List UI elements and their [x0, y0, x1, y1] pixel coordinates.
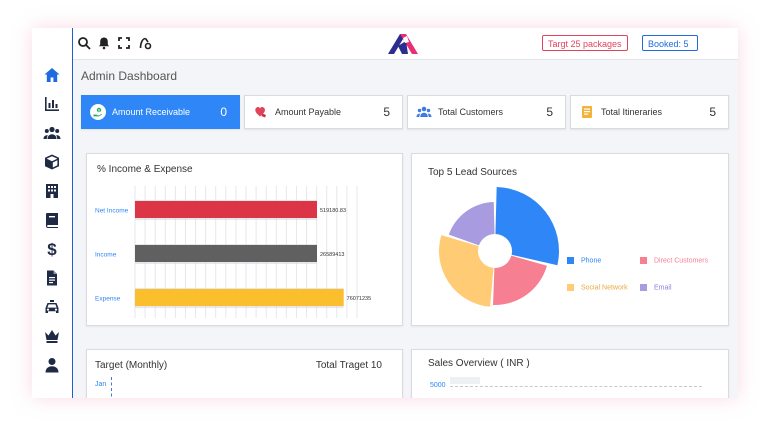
sidebar: $: [32, 28, 73, 398]
settings-icon[interactable]: [138, 36, 152, 50]
svg-text:$: $: [47, 240, 57, 258]
target-packages-badge[interactable]: Targt 25 packages: [542, 35, 628, 51]
value-label: 26589413: [320, 252, 344, 258]
user-icon[interactable]: [42, 355, 62, 375]
sales-gridline: [450, 386, 702, 387]
stat-label: Amount Receivable: [112, 107, 191, 117]
stat-total-itineraries[interactable]: Total Itineraries 5: [570, 95, 729, 129]
lead-sources-donut: [439, 187, 559, 307]
payable-icon: [253, 104, 269, 120]
income-expense-card: % Income & Expense Net Income 519180.83 In…: [86, 153, 403, 326]
page-title: Admin Dashboard: [81, 69, 178, 83]
svg-text:$: $: [98, 108, 100, 112]
top-bar: Targt 25 packages Booked: 5: [32, 28, 738, 60]
legend-social-network[interactable]: Social Network: [567, 284, 628, 291]
stat-label: Total Itineraries: [601, 107, 663, 117]
target-monthly-title: Target (Monthly): [95, 360, 168, 371]
home-icon[interactable]: [42, 65, 62, 85]
users-icon: [416, 104, 432, 120]
booked-badge[interactable]: Booked: 5: [642, 35, 698, 51]
taxi-icon[interactable]: [42, 297, 62, 317]
target-monthly-card: Target (Monthly) Total Traget 10 Jan: [86, 349, 403, 398]
income-expense-chart: Net Income 519180.83 Income 26589413 Expense…: [95, 186, 371, 318]
money-hand-icon: $: [90, 104, 106, 120]
users-icon[interactable]: [42, 123, 62, 143]
fullscreen-icon[interactable]: [117, 36, 131, 50]
legend-email[interactable]: Email: [640, 284, 672, 291]
donut-slice[interactable]: [448, 202, 495, 246]
category-label: Net Income: [95, 208, 129, 215]
bar[interactable]: [135, 289, 344, 306]
target-total: Total Traget 10: [315, 360, 382, 371]
sales-overview-title: Sales Overview ( INR ): [428, 358, 530, 369]
book-icon[interactable]: [42, 210, 62, 230]
sales-y-tick: 5000: [430, 382, 446, 389]
legend-phone[interactable]: Phone: [567, 257, 601, 264]
stat-total-customers[interactable]: Total Customers 5: [407, 95, 566, 129]
donut-slice[interactable]: [495, 187, 559, 266]
value-label: 519180.83: [320, 208, 346, 214]
sales-overview-card: Sales Overview ( INR ) 5000: [411, 349, 729, 398]
category-label: Expense: [95, 296, 121, 303]
dollar-icon[interactable]: $: [42, 239, 62, 259]
stat-amount-receivable[interactable]: $ Amount Receivable 0: [81, 95, 240, 129]
category-label: Income: [95, 252, 117, 259]
stat-value: 5: [546, 105, 553, 119]
bar-chart-icon[interactable]: [42, 94, 62, 114]
brand-logo: [386, 32, 420, 56]
search-icon[interactable]: [77, 36, 91, 50]
stat-label: Amount Payable: [275, 107, 342, 117]
donut-slice[interactable]: [439, 235, 494, 307]
building-icon[interactable]: [42, 181, 62, 201]
app-frame: Targt 25 packages Booked: 5 $: [32, 28, 738, 398]
month-label: Jan: [95, 381, 107, 388]
bar[interactable]: [135, 201, 317, 218]
crown-icon[interactable]: [42, 326, 62, 346]
itinerary-icon: [579, 104, 595, 120]
document-icon[interactable]: [42, 268, 62, 288]
stat-value: 5: [709, 105, 716, 119]
bell-icon[interactable]: [97, 36, 111, 50]
stat-value: 5: [383, 105, 390, 119]
target-axis-line: [111, 377, 112, 398]
income-expense-title: % Income & Expense: [97, 164, 193, 175]
sales-tooltip: [450, 377, 480, 384]
lead-sources-title: Top 5 Lead Sources: [428, 167, 517, 178]
stat-value: 0: [220, 105, 227, 119]
legend-direct-customers[interactable]: Direct Customers: [640, 257, 708, 264]
bar[interactable]: [135, 245, 317, 262]
lead-sources-card: Top 5 Lead Sources Phone Direct Customer…: [411, 153, 729, 326]
value-label: 76071235: [347, 296, 371, 302]
stat-label: Total Customers: [438, 107, 504, 117]
cube-icon[interactable]: [42, 152, 62, 172]
stat-amount-payable[interactable]: Amount Payable 5: [244, 95, 403, 129]
donut-slice[interactable]: [493, 255, 547, 305]
